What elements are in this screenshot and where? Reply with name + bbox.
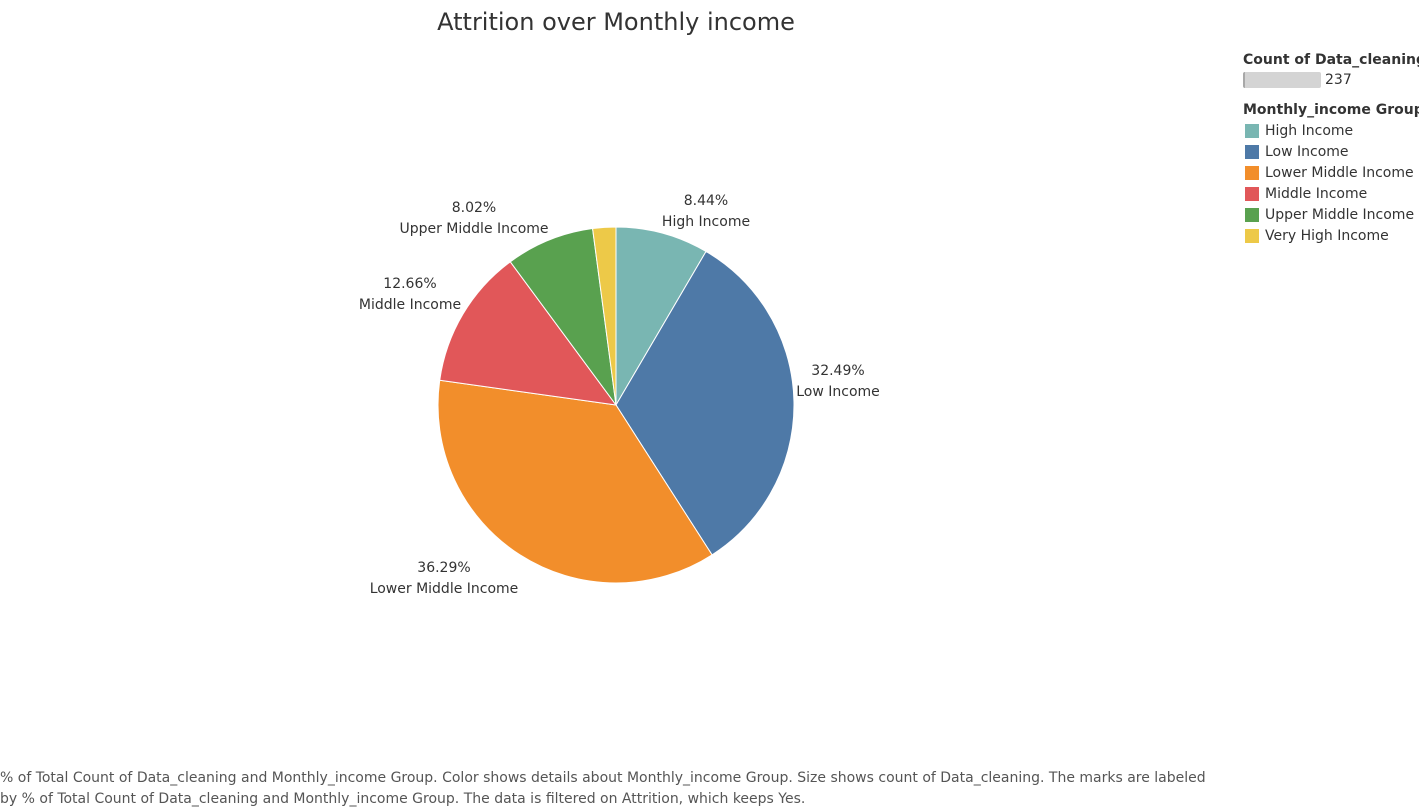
pie-chart: 8.44% High Income 32.49% Low Income 36.29% Lo… — [359, 193, 880, 597]
slice-category-label: Middle Income — [359, 297, 461, 313]
legend-item-very-high-income[interactable]: Very High Income — [1243, 225, 1419, 246]
slice-value-label: 8.44% — [684, 193, 728, 209]
pie-slice-middle-income[interactable] — [439, 261, 618, 406]
slice-category-label: Low Income — [796, 384, 880, 400]
pie-slice-high-income[interactable] — [615, 226, 707, 407]
slice-value-label: 12.66% — [383, 276, 436, 292]
size-legend: 237 — [1243, 70, 1419, 90]
legend-swatch — [1245, 207, 1259, 222]
legend-item-high-income[interactable]: High Income — [1243, 120, 1419, 141]
size-legend-title: Count of Data_cleaning — [1243, 52, 1419, 68]
legend-swatch — [1245, 144, 1259, 159]
legend-label: Middle Income — [1265, 185, 1368, 202]
chart-caption: % of Total Count of Data_cleaning and Mo… — [0, 768, 1240, 810]
legend-item-upper-middle-income[interactable]: Upper Middle Income — [1243, 204, 1419, 225]
pie-slice-lower-middle-income[interactable] — [437, 379, 713, 584]
pie-slice-very-high-income[interactable] — [592, 226, 617, 406]
legend-swatch — [1245, 186, 1259, 201]
color-legend-title: Monthly_income Group — [1243, 102, 1419, 118]
chart-title: Attrition over Monthly income — [437, 8, 795, 36]
legend-label: Low Income — [1265, 143, 1349, 160]
pie-slice-low-income[interactable] — [615, 250, 795, 556]
slice-category-label: High Income — [662, 214, 750, 230]
slice-category-label: Upper Middle Income — [399, 221, 548, 237]
legend-panel: Count of Data_cleaning 237 Monthly_incom… — [1243, 52, 1419, 246]
legend-item-lower-middle-income[interactable]: Lower Middle Income — [1243, 162, 1419, 183]
legend-label: High Income — [1265, 122, 1354, 139]
size-legend-value: 237 — [1325, 72, 1352, 88]
legend-item-middle-income[interactable]: Middle Income — [1243, 183, 1419, 204]
legend-label: Lower Middle Income — [1265, 164, 1414, 181]
legend-item-low-income[interactable]: Low Income — [1243, 141, 1419, 162]
legend-label: Upper Middle Income — [1265, 206, 1415, 223]
color-legend: High Income Low Income Lower Middle Inco… — [1243, 120, 1419, 246]
legend-swatch — [1245, 123, 1259, 138]
legend-swatch — [1245, 228, 1259, 243]
legend-swatch — [1245, 165, 1259, 180]
legend-label: Very High Income — [1265, 227, 1389, 244]
slice-value-label: 32.49% — [811, 363, 864, 379]
pie-slice-upper-middle-income[interactable] — [509, 227, 617, 406]
caption-line-2: by % of Total Count of Data_cleaning and… — [0, 791, 806, 807]
caption-line-1: % of Total Count of Data_cleaning and Mo… — [0, 770, 1206, 786]
slice-value-label: 8.02% — [452, 200, 496, 216]
size-legend-bar — [1243, 72, 1321, 88]
slice-value-label: 36.29% — [417, 560, 470, 576]
slice-category-label: Lower Middle Income — [370, 581, 519, 597]
